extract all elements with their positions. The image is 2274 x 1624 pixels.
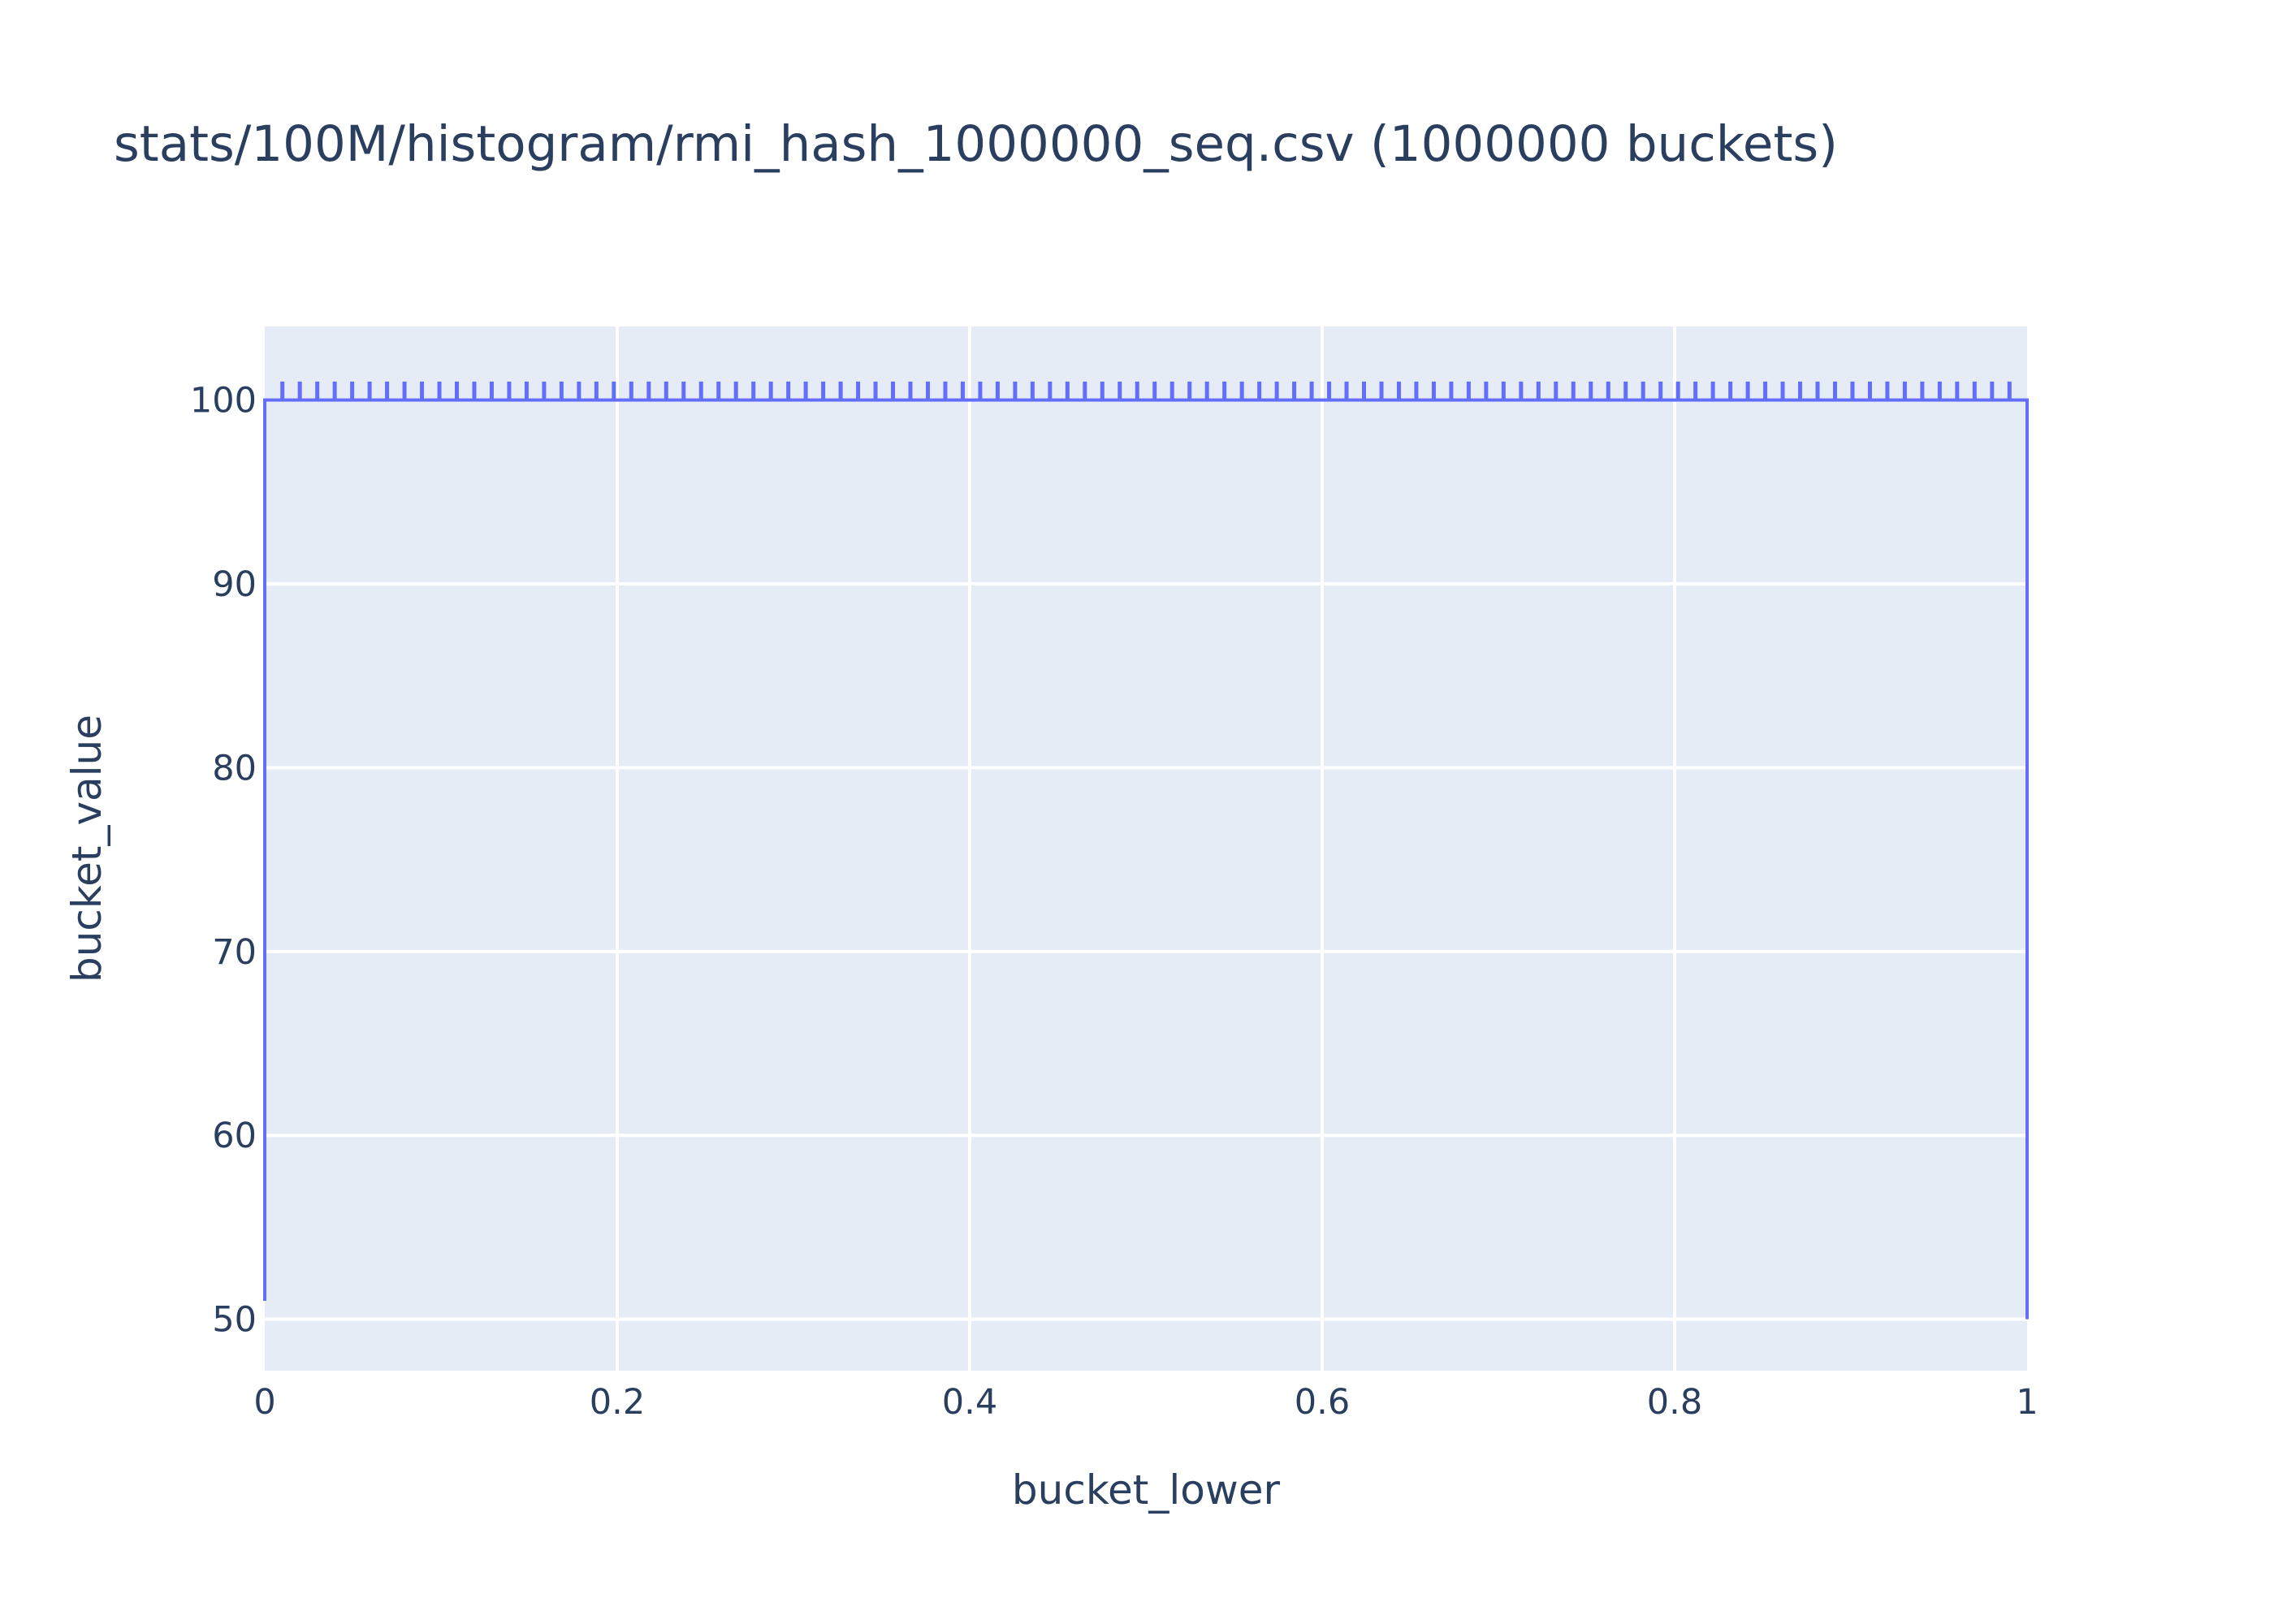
y-axis-ticks: 50 60 70 80 90 100: [190, 381, 257, 1341]
x-axis-ticks: 0 0.2 0.4 0.6 0.8 1: [253, 1382, 2038, 1423]
x-tick-label: 0: [253, 1382, 275, 1423]
x-axis-title: bucket_lower: [1012, 1466, 1281, 1514]
y-tick-label: 80: [212, 748, 257, 788]
y-axis-title: bucket_value: [63, 715, 110, 983]
x-tick-label: 1: [2016, 1382, 2038, 1423]
x-tick-label: 0.4: [942, 1382, 997, 1423]
chart-title: stats/100M/histogram/rmi_hash_1000000_se…: [114, 115, 1838, 173]
plot-area: [265, 326, 2027, 1371]
y-tick-label: 60: [212, 1116, 257, 1156]
x-tick-label: 0.6: [1295, 1382, 1350, 1423]
x-tick-label: 0.2: [590, 1382, 645, 1423]
y-tick-label: 50: [212, 1300, 257, 1341]
y-tick-label: 100: [190, 381, 257, 421]
x-tick-label: 0.8: [1647, 1382, 1702, 1423]
y-tick-label: 90: [212, 564, 257, 605]
series-line: [263, 398, 2029, 1320]
series-layer: [263, 381, 2029, 1320]
y-tick-label: 70: [212, 932, 257, 973]
